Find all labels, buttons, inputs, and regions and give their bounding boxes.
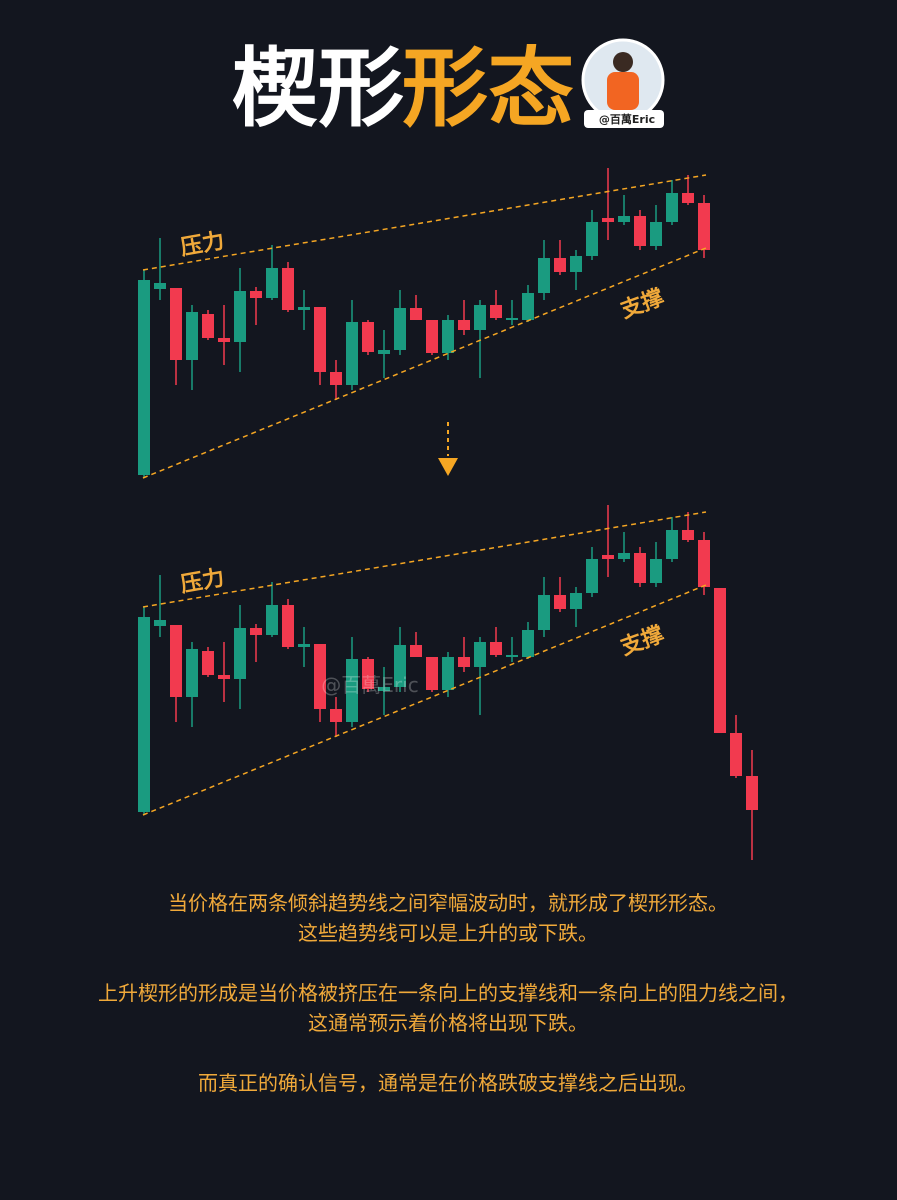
candle-body — [570, 256, 582, 272]
candle-body — [362, 659, 374, 689]
paragraph-line: 这些趋势线可以是上升的或下跌。 — [298, 921, 598, 945]
candle-body — [538, 258, 550, 293]
candle-body — [410, 645, 422, 657]
candle-body — [522, 293, 534, 320]
candle-body — [154, 620, 166, 626]
candle-body — [378, 687, 390, 691]
candle-body — [538, 595, 550, 630]
candle-body — [634, 216, 646, 246]
candle-body — [586, 222, 598, 256]
candle-body — [666, 530, 678, 559]
candle-body — [218, 338, 230, 342]
candle-body — [714, 588, 726, 733]
avatar: @百萬Eric — [581, 38, 665, 128]
candle-body — [730, 733, 742, 776]
candle-body — [586, 559, 598, 593]
candle-body — [186, 312, 198, 360]
candle-body — [202, 651, 214, 675]
candle-body — [330, 709, 342, 722]
candle-body — [602, 218, 614, 222]
candle-body — [138, 280, 150, 475]
badge — [584, 110, 664, 128]
watermark: @百萬Eric — [321, 673, 418, 697]
candle-body — [474, 305, 486, 330]
candle-body — [618, 553, 630, 559]
candle-body — [298, 644, 310, 647]
paragraph-line: 当价格在两条倾斜趋势线之间窄幅波动时，就形成了楔形形态。 — [168, 891, 728, 915]
candle-body — [698, 203, 710, 250]
title-orange: 形态 — [402, 39, 574, 139]
paragraphs: 当价格在两条倾斜趋势线之间窄幅波动时，就形成了楔形形态。这些趋势线可以是上升的或… — [98, 891, 798, 1095]
candle-body — [554, 258, 566, 272]
candle-body — [506, 318, 518, 320]
candle-body — [698, 540, 710, 587]
candle-body — [394, 645, 406, 687]
candle-body — [442, 657, 454, 690]
candle-body — [170, 288, 182, 360]
candle-body — [170, 625, 182, 697]
candle-body — [330, 372, 342, 385]
candle-body — [298, 307, 310, 310]
down-arrow — [438, 422, 458, 476]
paragraph-line: 这通常预示着价格将出现下跌。 — [308, 1011, 588, 1035]
support-line — [142, 247, 707, 479]
candle-body — [314, 644, 326, 709]
candle-body — [394, 308, 406, 350]
candle-body — [650, 559, 662, 583]
candle-body — [282, 605, 294, 647]
candle-body — [410, 308, 422, 320]
paragraph-line: 而真正的确认信号，通常是在价格跌破支撑线之后出现。 — [198, 1071, 698, 1095]
candle-body — [250, 291, 262, 298]
candle-body — [362, 322, 374, 352]
candle-body — [442, 320, 454, 353]
candle-body — [154, 283, 166, 289]
candle-body — [570, 593, 582, 609]
candle-body — [602, 555, 614, 559]
candle-body — [682, 530, 694, 540]
candle-body — [378, 350, 390, 354]
candle-body — [490, 305, 502, 318]
candle-body — [266, 268, 278, 298]
candle-body — [138, 617, 150, 812]
title-white: 楔形 — [232, 39, 404, 139]
support-line — [142, 584, 707, 816]
candle-body — [522, 630, 534, 657]
candle-body — [314, 307, 326, 372]
candle-body — [506, 655, 518, 657]
candle-body — [346, 659, 358, 722]
candle-body — [682, 193, 694, 203]
candle-body — [218, 675, 230, 679]
candle-body — [554, 595, 566, 609]
candle-body — [346, 322, 358, 385]
candle-body — [650, 222, 662, 246]
candle-body — [474, 642, 486, 667]
candle-body — [202, 314, 214, 338]
candle-body — [490, 642, 502, 655]
candle-body — [618, 216, 630, 222]
candle-body — [234, 628, 246, 679]
candle-body — [746, 776, 758, 810]
candle-body — [234, 291, 246, 342]
candle-body — [634, 553, 646, 583]
candle-body — [186, 649, 198, 697]
candle-body — [282, 268, 294, 310]
candle-body — [426, 657, 438, 690]
candle-body — [266, 605, 278, 635]
candle-body — [458, 320, 470, 330]
candle-body — [250, 628, 262, 635]
paragraph-line: 上升楔形的形成是当价格被挤压在一条向上的支撑线和一条向上的阻力线之间， — [98, 981, 798, 1005]
candle-body — [458, 657, 470, 667]
badge-text: @百萬Eric — [599, 112, 655, 126]
candle-body — [426, 320, 438, 353]
candle-body — [666, 193, 678, 222]
